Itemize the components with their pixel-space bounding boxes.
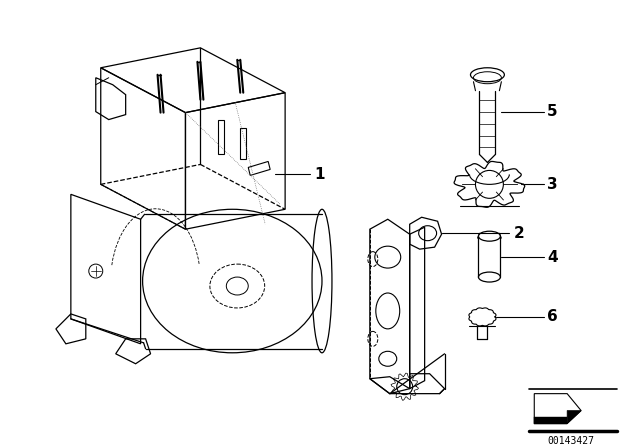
Text: 2: 2: [513, 226, 524, 241]
Text: 4: 4: [547, 250, 558, 265]
Text: 1: 1: [314, 167, 324, 182]
Text: 00143427: 00143427: [548, 435, 595, 445]
Text: 5: 5: [547, 104, 558, 119]
Polygon shape: [534, 417, 567, 423]
Text: 6: 6: [547, 310, 558, 324]
Polygon shape: [567, 411, 581, 423]
Text: 3: 3: [547, 177, 558, 192]
